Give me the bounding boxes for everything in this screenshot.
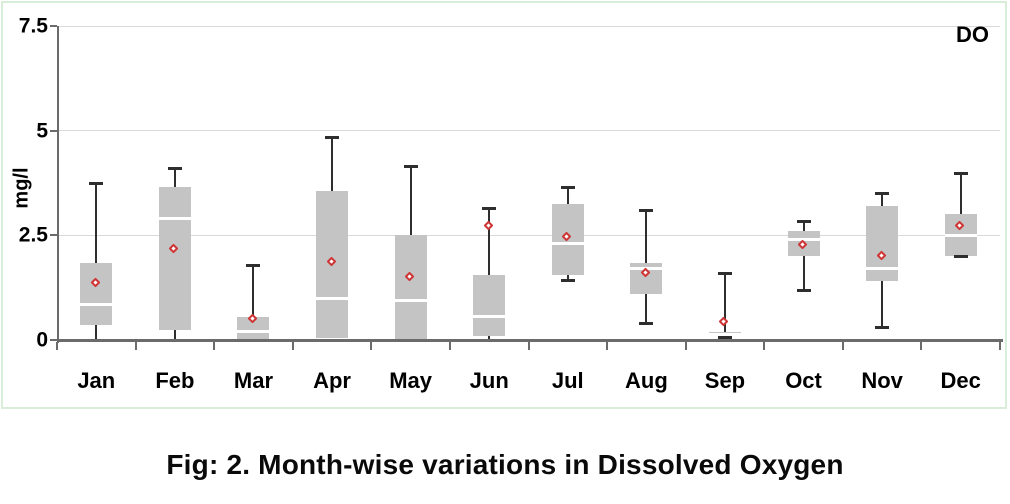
x-tick-2 [213, 342, 216, 350]
median-dec [944, 233, 977, 237]
whisker-cap-high-mar [246, 263, 261, 267]
whisker-lower-oct [802, 256, 805, 290]
x-tick-label-may: May [389, 368, 433, 393]
median-sep [708, 332, 741, 336]
median-may [394, 298, 427, 302]
chart-frame [1, 1, 1007, 409]
whisker-cap-high-feb [167, 167, 182, 171]
whisker-upper-mar [252, 264, 255, 317]
y-tick-7.5 [50, 25, 57, 27]
x-tick-12 [999, 342, 1001, 350]
whisker-cap-high-jan [89, 182, 104, 185]
x-tick-label-oct: Oct [785, 368, 822, 393]
whisker-cap-high-aug [639, 209, 654, 213]
x-tick-label-jun: Jun [469, 368, 509, 393]
whisker-lower-feb [173, 329, 176, 340]
whisker-cap-low-oct [796, 288, 811, 292]
whisker-cap-low-sep [717, 336, 732, 340]
whisker-cap-low-dec [953, 255, 968, 259]
whisker-cap-high-jul [560, 186, 575, 190]
x-tick-label-feb: Feb [155, 368, 195, 393]
whisker-cap-low-jul [560, 279, 575, 283]
y-axis-title: mg/l [10, 167, 33, 209]
whisker-cap-high-may [403, 165, 418, 169]
median-jul [551, 242, 584, 246]
y-axis-line [57, 26, 59, 343]
median-feb [158, 217, 191, 221]
x-tick-0 [56, 342, 58, 350]
whisker-upper-oct [802, 220, 805, 232]
x-axis-line [57, 339, 1003, 342]
x-tick-6 [527, 342, 530, 350]
x-tick-label-sep: Sep [704, 368, 746, 393]
x-tick-3 [291, 342, 294, 350]
median-jun [473, 315, 506, 319]
y-tick-label-7.5: 7.5 [18, 14, 48, 38]
y-tick-2.5 [50, 234, 57, 237]
x-tick-9 [763, 342, 766, 350]
whisker-cap-high-dec [953, 171, 968, 175]
x-tick-5 [448, 342, 451, 350]
whisker-lower-jul [566, 275, 569, 281]
x-tick-label-dec: Dec [940, 368, 981, 393]
whisker-cap-low-aug [639, 322, 654, 326]
x-tick-label-nov: Nov [861, 368, 903, 393]
median-oct [787, 238, 820, 242]
box-jan [80, 262, 113, 326]
figure-caption: Fig: 2. Month-wise variations in Dissolv… [166, 449, 844, 480]
x-tick-label-jul: Jul [551, 368, 584, 393]
gridline-5 [57, 130, 1000, 132]
whisker-upper-sep [723, 273, 726, 333]
y-tick-label-0: 0 [36, 328, 48, 352]
x-tick-11 [920, 342, 923, 350]
whisker-upper-feb [173, 168, 176, 188]
whisker-upper-jun [488, 208, 491, 276]
box-feb [158, 187, 191, 330]
median-apr [316, 296, 349, 300]
box-jun [473, 275, 506, 336]
whisker-cap-high-sep [717, 272, 732, 275]
whisker-lower-jan [95, 325, 98, 340]
x-tick-1 [134, 342, 137, 350]
x-tick-label-jan: Jan [77, 368, 116, 393]
whisker-cap-high-oct [796, 219, 811, 223]
gridline-7.5 [57, 25, 1000, 27]
median-mar [237, 330, 270, 334]
x-tick-label-apr: Apr [313, 368, 351, 393]
whisker-cap-high-jun [482, 207, 497, 211]
x-tick-label-mar: Mar [233, 368, 274, 393]
y-tick-label-2.5: 2.5 [18, 223, 48, 247]
x-tick-10 [841, 342, 844, 350]
x-tick-4 [370, 342, 373, 350]
whisker-upper-jul [566, 187, 569, 204]
x-tick-label-aug: Aug [624, 368, 668, 393]
gridline-2.5 [57, 234, 1000, 236]
series-label-do: DO [956, 22, 989, 47]
whisker-lower-nov [881, 281, 884, 328]
whisker-cap-low-nov [875, 326, 890, 330]
y-tick-0 [50, 339, 57, 341]
x-tick-7 [606, 342, 609, 350]
box-mar [237, 316, 270, 340]
whisker-upper-may [409, 166, 412, 236]
median-jan [80, 302, 113, 306]
median-nov [866, 267, 899, 271]
x-tick-8 [684, 342, 687, 350]
box-may [394, 235, 427, 340]
whisker-upper-nov [881, 193, 884, 206]
y-tick-label-5: 5 [36, 119, 48, 143]
y-tick-5 [50, 129, 57, 132]
whisker-upper-jan [95, 183, 98, 263]
whisker-cap-high-nov [875, 192, 890, 196]
whisker-lower-aug [645, 293, 648, 324]
whisker-upper-dec [959, 172, 962, 215]
whisker-upper-apr [331, 136, 334, 192]
whisker-upper-aug [645, 210, 648, 263]
whisker-cap-high-apr [325, 135, 340, 139]
whisker-lower-jun [488, 335, 491, 340]
